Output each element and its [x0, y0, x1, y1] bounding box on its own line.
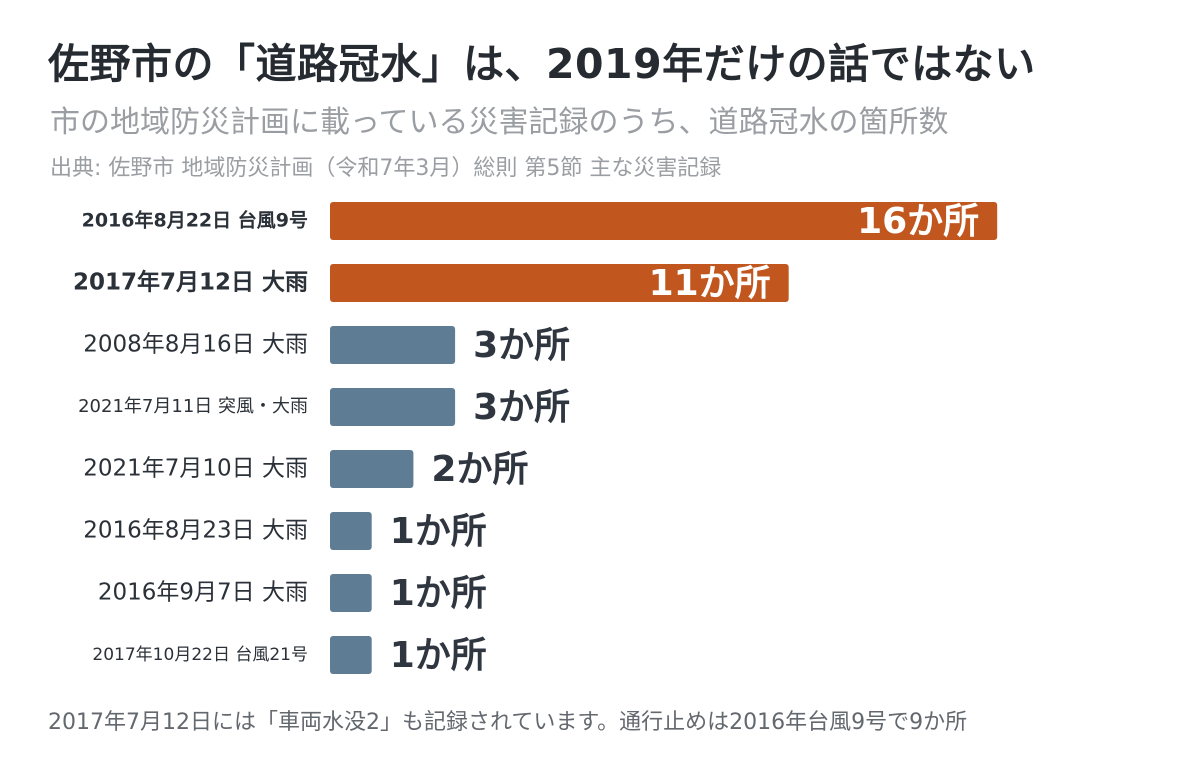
chart-subtitle: 市の地域防災計画に載っている災害記録のうち、道路冠水の箇所数 — [50, 105, 949, 140]
value-label: 3か所 — [473, 387, 570, 428]
footnote: 2017年7月12日には「車両水没2」も記録されています。通行止めは2016年台… — [48, 710, 968, 735]
bar — [330, 574, 372, 612]
category-label: 2021年7月11日 突風・大雨 — [78, 396, 308, 417]
bar — [330, 202, 998, 240]
chart-title: 佐野市の「道路冠水」は、2019年だけの話ではない — [48, 40, 1036, 88]
bar — [330, 450, 414, 488]
value-label: 1か所 — [390, 511, 487, 552]
source-note: 出典: 佐野市 地域防災計画（令和7年3月）総則 第5節 主な災害記録 — [50, 156, 722, 181]
category-label: 2017年10月22日 台風21号 — [92, 645, 308, 665]
value-label: 11か所 — [649, 263, 771, 304]
category-label: 2021年7月10日 大雨 — [83, 456, 308, 482]
bar — [330, 636, 372, 674]
value-label: 16か所 — [857, 201, 979, 242]
category-label: 2016年8月22日 台風9号 — [82, 209, 308, 232]
value-label: 1か所 — [390, 573, 487, 614]
bar — [330, 326, 456, 364]
category-label: 2016年9月7日 大雨 — [98, 580, 308, 606]
value-label: 2か所 — [431, 449, 528, 490]
category-label: 2016年8月23日 大雨 — [83, 518, 308, 544]
category-label: 2017年7月12日 大雨 — [73, 269, 308, 296]
bar — [330, 264, 789, 302]
bar — [330, 512, 372, 550]
value-label: 1か所 — [390, 635, 487, 676]
value-label: 3か所 — [473, 325, 570, 366]
category-label: 2008年8月16日 大雨 — [83, 332, 308, 358]
bar — [330, 388, 456, 426]
